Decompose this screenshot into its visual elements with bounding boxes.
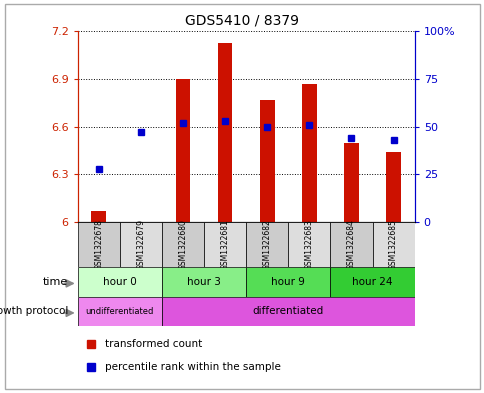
Text: hour 9: hour 9	[271, 277, 304, 287]
Bar	[91, 211, 106, 222]
Text: percentile rank within the sample: percentile rank within the sample	[105, 362, 280, 372]
Text: GSM1322679: GSM1322679	[136, 219, 145, 270]
Text: time: time	[43, 277, 68, 287]
Bar	[245, 267, 330, 297]
Text: growth protocol: growth protocol	[0, 307, 68, 316]
Bar	[245, 222, 287, 267]
Bar	[302, 84, 316, 222]
Bar	[385, 152, 400, 222]
Text: GSM1322681: GSM1322681	[220, 219, 229, 270]
Text: GSM1322685: GSM1322685	[388, 219, 397, 270]
Text: GSM1322684: GSM1322684	[346, 219, 355, 270]
Bar	[343, 143, 358, 222]
Bar	[330, 267, 414, 297]
Text: hour 24: hour 24	[351, 277, 392, 287]
Bar	[162, 297, 414, 326]
Bar	[372, 222, 414, 267]
Bar	[162, 267, 245, 297]
Bar	[162, 222, 204, 267]
Bar	[77, 267, 162, 297]
Bar	[217, 42, 232, 222]
Text: hour 0: hour 0	[103, 277, 136, 287]
Text: GDS5410 / 8379: GDS5410 / 8379	[185, 14, 299, 28]
Text: GSM1322682: GSM1322682	[262, 219, 271, 270]
Bar	[204, 222, 245, 267]
Text: GSM1322678: GSM1322678	[94, 219, 103, 270]
Bar	[120, 222, 162, 267]
Text: GSM1322683: GSM1322683	[304, 219, 313, 270]
Bar	[175, 79, 190, 222]
Bar	[77, 222, 120, 267]
Text: hour 3: hour 3	[187, 277, 221, 287]
Bar	[330, 222, 372, 267]
Bar	[77, 297, 162, 326]
Bar	[287, 222, 330, 267]
Text: differentiated: differentiated	[252, 307, 323, 316]
Text: transformed count: transformed count	[105, 340, 201, 349]
Bar	[259, 100, 274, 222]
Text: undifferentiated: undifferentiated	[85, 307, 153, 316]
Text: GSM1322680: GSM1322680	[178, 219, 187, 270]
